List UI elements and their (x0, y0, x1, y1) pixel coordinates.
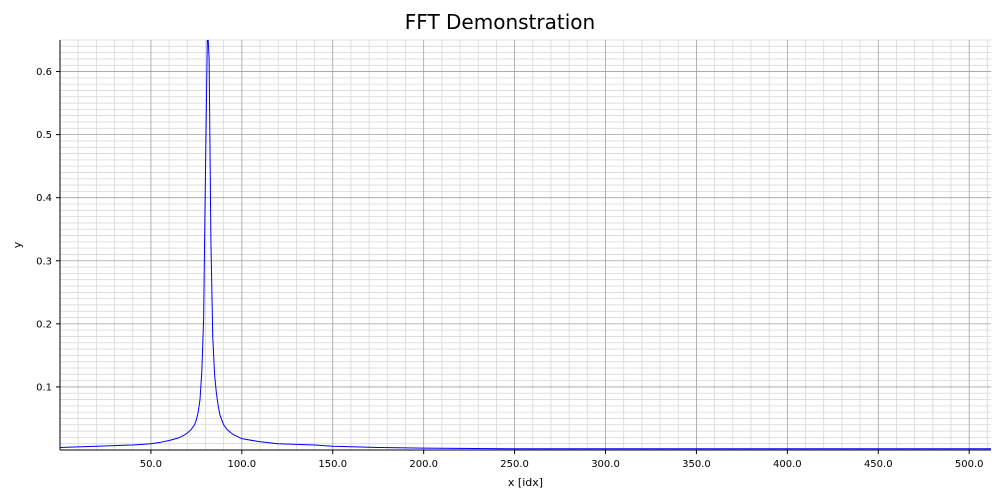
x-axis-label: x [idx] (507, 476, 544, 489)
spectrum-series-line (60, 40, 991, 450)
x-tick-label: 150.0 (318, 459, 347, 470)
x-tick-label: 350.0 (682, 459, 711, 470)
y-axis-label: y (11, 241, 24, 249)
x-tick-label: 300.0 (591, 459, 620, 470)
chart-title: FFT Demonstration (404, 10, 596, 34)
minor-grid (60, 39, 991, 450)
x-tick-label: 200.0 (409, 459, 438, 470)
y-tick-label: 0.6 (36, 67, 52, 78)
x-tick-label: 100.0 (228, 459, 257, 470)
y-tick-label: 0.5 (36, 130, 52, 141)
x-tick-label: 250.0 (500, 459, 529, 470)
x-tick-label: 500.0 (955, 459, 984, 470)
y-tick-label: 0.1 (36, 382, 52, 393)
y-tick-label: 0.3 (36, 256, 52, 267)
x-tick-label: 50.0 (140, 459, 162, 470)
y-tick-label: 0.2 (36, 319, 52, 330)
x-tick-label: 450.0 (864, 459, 893, 470)
y-tick-label: 0.4 (36, 193, 52, 204)
x-tick-label: 400.0 (773, 459, 802, 470)
major-grid (60, 40, 991, 450)
